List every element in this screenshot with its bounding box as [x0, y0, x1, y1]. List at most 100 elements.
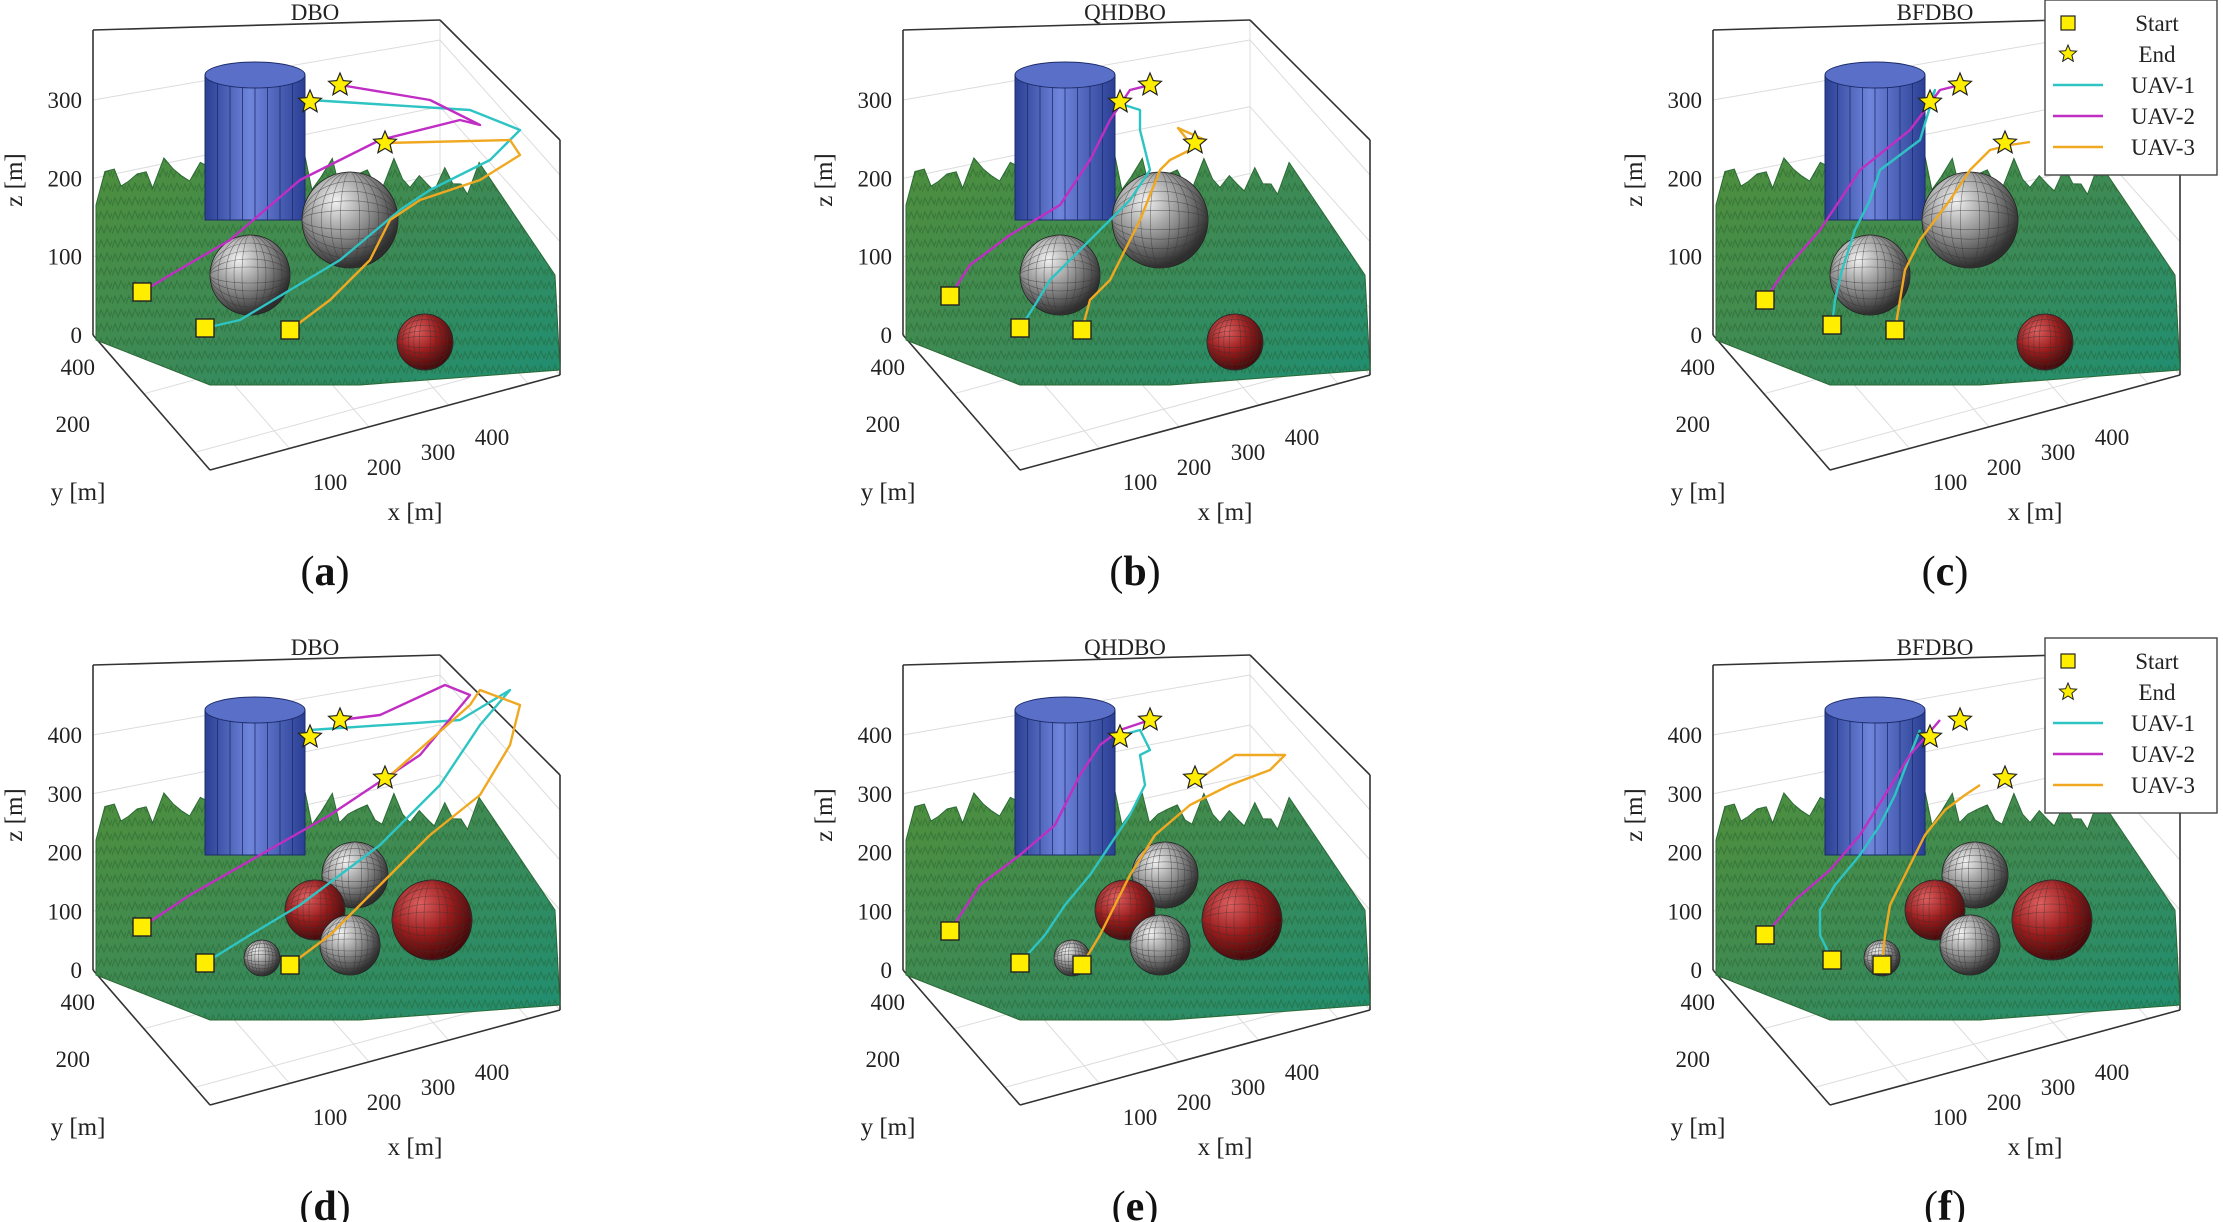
legend: Start End UAV-1 UAV-2 UAV-3	[2044, 0, 2218, 176]
sphere-obstacle	[1206, 313, 1264, 371]
box-top-back	[92, 19, 441, 31]
z-axis-label: z [m]	[811, 153, 838, 206]
sphere-latitude	[2011, 887, 2093, 953]
legend-entry: End	[2138, 42, 2176, 67]
panel-f: BFDBO 0 100 200 300 400 z [m] 400 200 y [m] 100 200…	[1621, 635, 2218, 1222]
sphere-longitude	[2022, 313, 2068, 371]
end-marker	[327, 706, 353, 731]
sphere-latitude	[1829, 242, 1911, 308]
z-axis-label: z [m]	[1621, 153, 1648, 206]
z-gridline-side	[1249, 674, 1371, 811]
end-marker	[1917, 723, 1943, 748]
sphere-latitude	[1111, 181, 1209, 259]
end-marker	[1107, 88, 1133, 113]
y-tick-label: 400	[871, 990, 906, 1015]
box-top-back	[92, 654, 441, 666]
end-marker	[1992, 764, 2018, 789]
z-tick-label: 0	[1691, 323, 1703, 348]
y-axis-label: y [m]	[51, 479, 106, 506]
z-tick-label: 100	[48, 899, 83, 924]
sphere-latitude	[1939, 920, 2001, 970]
x-tick-label: 300	[421, 1075, 456, 1100]
y-axis-line	[902, 334, 1021, 471]
sphere-longitude	[247, 939, 277, 977]
y-tick-label: 400	[1681, 355, 1716, 380]
cylinder-obstacle	[1824, 61, 1926, 221]
y-tick-label: 200	[1676, 1047, 1711, 1072]
sphere-body	[301, 171, 399, 269]
panel-e: QHDBO 0 100 200 300 400 z [m] 400 200 y [m] 100 200…	[811, 635, 1371, 1222]
legend-end-symbol	[2058, 43, 2078, 63]
sphere-longitude	[1945, 914, 1995, 976]
y-tick-label: 200	[56, 412, 91, 437]
end-marker	[297, 723, 323, 748]
end-marker	[1182, 764, 1208, 789]
z-tick-label: 0	[1691, 958, 1703, 983]
sphere-longitude	[1867, 939, 1897, 977]
x-axis-line	[209, 374, 561, 471]
z-gridline-side	[439, 724, 561, 861]
z-tick-label: 300	[1668, 782, 1703, 807]
cylinder-top	[1014, 696, 1116, 724]
caption-close: )	[1144, 1184, 1158, 1222]
sphere-body	[1111, 171, 1209, 269]
sphere-obstacle	[209, 234, 291, 316]
z-tick-label: 100	[858, 899, 893, 924]
sphere-longitude	[399, 879, 465, 961]
x-tick-label: 400	[2095, 1060, 2130, 1085]
x-axis-line	[1019, 374, 1371, 471]
cylinder-top	[204, 61, 306, 89]
caption-close: )	[336, 549, 350, 595]
subfigure-caption: (c)	[1922, 549, 1969, 595]
end-marker	[327, 71, 353, 96]
start-marker	[940, 921, 960, 941]
sphere-obstacle	[319, 914, 381, 976]
sphere-obstacle	[2016, 313, 2074, 371]
uav-path-2	[141, 683, 472, 928]
box-top-back	[902, 19, 1251, 31]
x-tick-label: 400	[1285, 425, 1320, 450]
x-axis-line	[1829, 374, 2181, 471]
panel-a: DBO 0 100 200 300 z [m] 400 200 y [m] 100 200 300 40…	[1, 0, 561, 595]
sphere-body	[1206, 313, 1264, 371]
sphere-body	[1129, 914, 1191, 976]
legend-entry: UAV-3	[2131, 135, 2195, 160]
end-marker	[1137, 706, 1163, 731]
y-axis-label: y [m]	[861, 1114, 916, 1141]
x-tick-label: 300	[421, 440, 456, 465]
start-marker	[280, 955, 300, 975]
uav-path-3	[289, 138, 522, 331]
z-tick-label: 300	[858, 782, 893, 807]
subfigure-caption: (e)	[1112, 1184, 1159, 1222]
box-top-back	[1712, 19, 2061, 31]
z-tick-label: 100	[858, 245, 893, 270]
cylinder-obstacle	[204, 696, 306, 856]
panel-title: QHDBO	[1084, 635, 1166, 660]
x-tick-label: 200	[1177, 455, 1212, 480]
start-marker	[1885, 320, 1905, 340]
z-tick-label: 400	[48, 723, 83, 748]
panel-title: BFDBO	[1897, 0, 1974, 25]
start-marker	[195, 953, 215, 973]
x-axis-label: x [m]	[388, 499, 443, 526]
sphere-body	[2016, 313, 2074, 371]
subfigure-caption: (d)	[299, 1184, 350, 1222]
cylinder-obstacle	[1014, 61, 1116, 221]
start-marker	[132, 917, 152, 937]
x-tick-label: 400	[475, 425, 510, 450]
caption-open: (	[299, 1184, 313, 1222]
end-marker	[1992, 129, 2018, 154]
sphere-longitude	[1138, 841, 1192, 909]
end-marker	[1947, 706, 1973, 731]
sphere-body	[391, 879, 473, 961]
sphere-obstacle	[396, 313, 454, 371]
sphere-obstacle	[391, 879, 473, 961]
subfigure-caption: (f)	[1924, 1184, 1966, 1222]
start-marker	[1822, 950, 1842, 970]
sphere-latitude	[321, 848, 389, 902]
y-tick-label: 400	[871, 355, 906, 380]
cylinder-obstacle	[1014, 696, 1116, 856]
sphere-latitude	[301, 181, 399, 259]
legend-entry: UAV-2	[2131, 742, 2195, 767]
panel-title: DBO	[291, 635, 340, 660]
